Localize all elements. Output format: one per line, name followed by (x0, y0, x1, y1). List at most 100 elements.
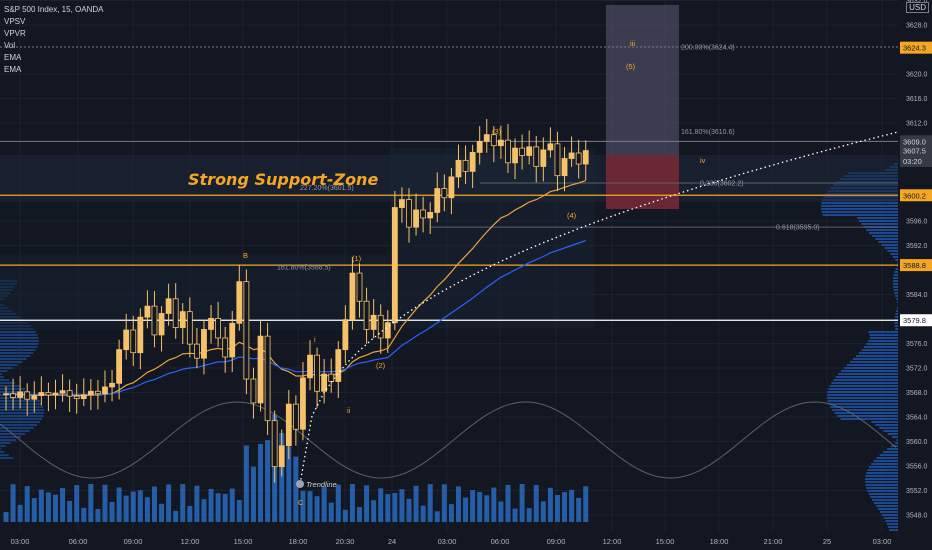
vp-bar (875, 238, 898, 240)
candle-body (356, 272, 363, 302)
legend-indicator[interactable]: Vol (4, 41, 16, 50)
currency-badge[interactable]: USD (906, 2, 929, 13)
candle-body (95, 390, 101, 395)
candle-body (314, 354, 320, 392)
vp-bar (865, 475, 898, 477)
x-tick-label: 12:00 (603, 537, 622, 546)
vp-bar (0, 361, 23, 363)
vp-bar (0, 391, 30, 393)
vp-bar (0, 406, 44, 408)
candle-body (10, 393, 16, 398)
wave-label: i (314, 335, 316, 344)
candle-body (165, 298, 172, 314)
x-tick-label: 21:00 (764, 537, 783, 546)
candle-body (505, 139, 511, 164)
legend-indicator[interactable]: EMA (4, 65, 22, 74)
vp-bar (843, 367, 898, 369)
candle-body (575, 152, 582, 165)
vp-bar (0, 451, 5, 453)
vp-bar (883, 451, 898, 453)
volume-bar (137, 490, 143, 522)
vp-bar (885, 520, 898, 522)
volume-bar (392, 492, 398, 522)
vp-bar (895, 259, 898, 261)
volume-bar (60, 487, 66, 522)
candle-body (406, 199, 412, 228)
vp-bar (0, 418, 42, 420)
vp-bar (868, 331, 898, 333)
x-tick-label: 09:00 (547, 537, 566, 546)
vp-bar (896, 310, 898, 312)
vp-bar (867, 490, 898, 492)
volume-bar (342, 509, 348, 522)
vp-bar (0, 394, 34, 396)
vp-bar (895, 295, 898, 297)
candle-body (45, 392, 52, 396)
cycle-line (0, 401, 897, 479)
vp-bar (869, 334, 898, 336)
candle-body (391, 207, 398, 324)
vp-bar (821, 208, 898, 210)
vp-bar (866, 472, 898, 474)
vp-bar (821, 211, 898, 213)
vp-bar (0, 427, 34, 429)
legend-symbol[interactable]: S&P 500 Index, 15, OANDA (4, 5, 104, 14)
vp-bar (0, 382, 15, 384)
vp-bar (881, 244, 898, 246)
price-label: 03:20 (903, 157, 922, 166)
candle-body (215, 317, 222, 339)
y-tick-label: 3548.0 (906, 513, 928, 520)
volume-bar (166, 484, 172, 522)
y-tick-label: 3620.0 (906, 72, 928, 79)
volume-bar (576, 497, 582, 522)
legend-indicator[interactable]: VPVR (4, 29, 26, 38)
candle-body (384, 322, 391, 339)
volume-bar (491, 487, 497, 522)
volume-bar (88, 484, 94, 522)
vp-bar (822, 214, 898, 216)
legend-indicator[interactable]: VPSV (4, 17, 26, 26)
volume-bar (250, 466, 256, 522)
zone-box (390, 148, 595, 328)
vp-bar (875, 424, 898, 426)
vp-bar (893, 289, 898, 291)
wave-label: (2) (376, 361, 386, 370)
vp-bar (869, 337, 898, 339)
vp-bar (830, 406, 898, 408)
volume-bar (173, 510, 179, 522)
legend-indicator[interactable]: EMA (4, 53, 22, 62)
vp-bar (0, 358, 27, 360)
volume-bar (554, 494, 560, 522)
volume-bar (463, 497, 469, 522)
candle-body (377, 314, 384, 339)
y-tick-label: 3564.0 (906, 415, 928, 422)
vp-bar (0, 379, 10, 381)
vp-bar (833, 379, 898, 381)
candle-body (243, 281, 250, 380)
y-tick-label: 3556.0 (906, 464, 928, 471)
vp-bar (865, 481, 898, 483)
volume-bar (116, 487, 122, 522)
vp-bar (0, 409, 45, 411)
candle-body (342, 319, 349, 351)
vp-bar (887, 448, 898, 450)
vp-bar (896, 265, 898, 267)
candle-body (80, 394, 87, 400)
vp-bar (890, 253, 898, 255)
candle-body (328, 373, 335, 382)
vp-bar (871, 421, 898, 423)
x-tick-label: 03:00 (11, 537, 30, 546)
vp-bar (894, 271, 898, 273)
candle-body (193, 343, 200, 359)
vp-bar (0, 346, 38, 348)
ema-slow-line (6, 240, 586, 395)
chart-legend: S&P 500 Index, 15, OANDA VPSV VPVR Vol E… (4, 4, 103, 76)
vp-bar (827, 397, 898, 399)
vp-bar (896, 439, 898, 441)
candle-body (292, 403, 299, 430)
volume-bar (151, 486, 157, 522)
volume-bar (243, 445, 249, 522)
candle-body (448, 176, 455, 199)
